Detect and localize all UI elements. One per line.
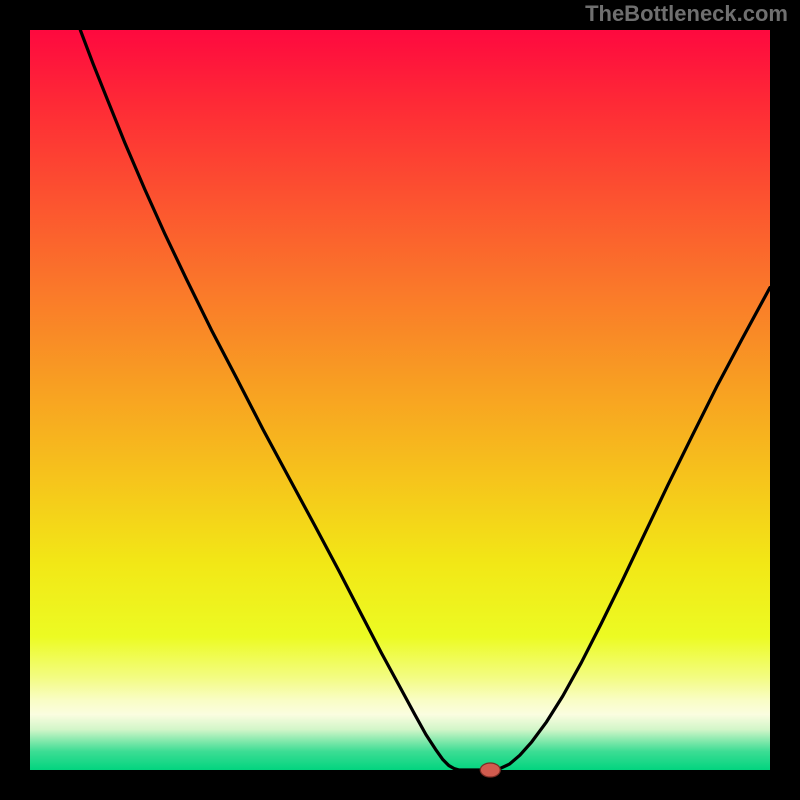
optimal-marker — [480, 763, 500, 777]
watermark-text: TheBottleneck.com — [585, 1, 788, 27]
plot-background — [30, 30, 770, 770]
bottleneck-chart — [0, 0, 800, 800]
chart-container: TheBottleneck.com — [0, 0, 800, 800]
